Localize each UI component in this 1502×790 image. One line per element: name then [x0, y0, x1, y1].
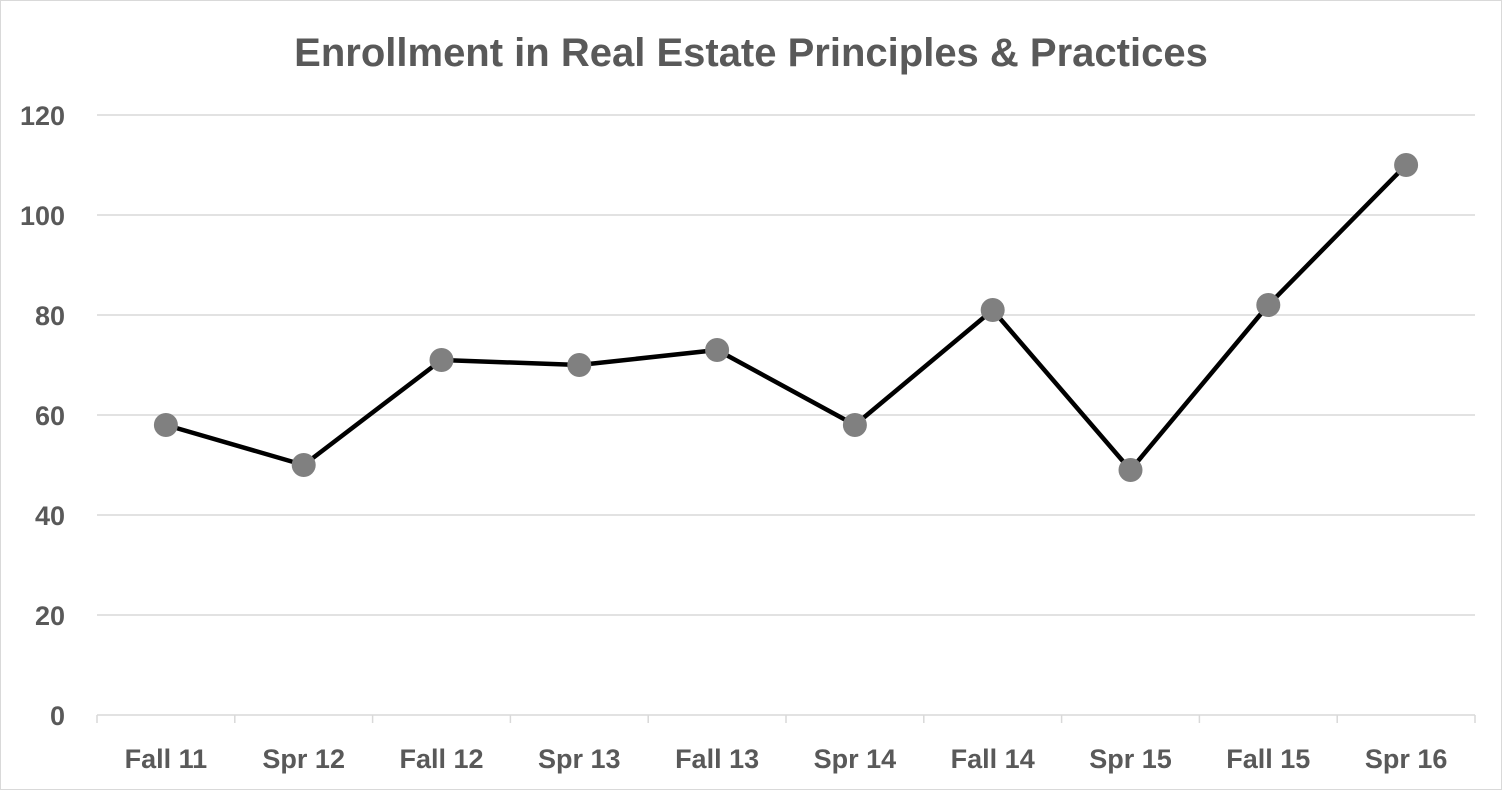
chart-title: Enrollment in Real Estate Principles & P…	[294, 31, 1208, 75]
x-tick-label: Fall 11	[125, 744, 208, 774]
data-point	[1256, 293, 1281, 317]
y-tick-label: 100	[20, 201, 65, 231]
y-tick-label: 40	[35, 501, 65, 531]
x-tick-labels: Fall 11 Spr 12 Fall 12 Spr 13 Fall 13 Spr 14 F…	[125, 744, 1448, 774]
x-tick-label: Spr 14	[814, 744, 897, 774]
data-point	[1118, 458, 1143, 482]
data-point	[429, 348, 454, 372]
data-point	[291, 453, 316, 477]
x-tick-label: Spr 16	[1365, 744, 1448, 774]
y-tick-label: 80	[35, 301, 65, 331]
data-point	[842, 413, 867, 437]
y-tick-labels: 0 20 40 60 80 100 120	[20, 101, 65, 731]
data-point	[980, 298, 1005, 322]
y-tick-label: 20	[35, 601, 65, 631]
x-tick-label: Spr 13	[538, 744, 621, 774]
x-tick-label: Spr 12	[262, 744, 345, 774]
x-tick-label: Fall 15	[1226, 744, 1310, 774]
y-tick-label: 120	[20, 101, 65, 131]
gridlines	[97, 114, 1475, 616]
x-tick-label: Fall 14	[951, 744, 1035, 774]
series-line-path	[165, 163, 1408, 473]
x-axis	[96, 714, 1476, 723]
data-point	[153, 413, 178, 437]
x-tick-label: Fall 12	[399, 744, 483, 774]
series-line	[165, 163, 1408, 473]
y-tick-label: 0	[50, 701, 65, 731]
x-tick-label: Spr 15	[1089, 744, 1172, 774]
x-tick-label: Fall 13	[675, 744, 759, 774]
data-point	[705, 338, 730, 362]
data-point	[1394, 153, 1419, 177]
y-tick-label: 60	[35, 401, 65, 431]
series-markers	[153, 153, 1419, 482]
data-point	[567, 353, 592, 377]
